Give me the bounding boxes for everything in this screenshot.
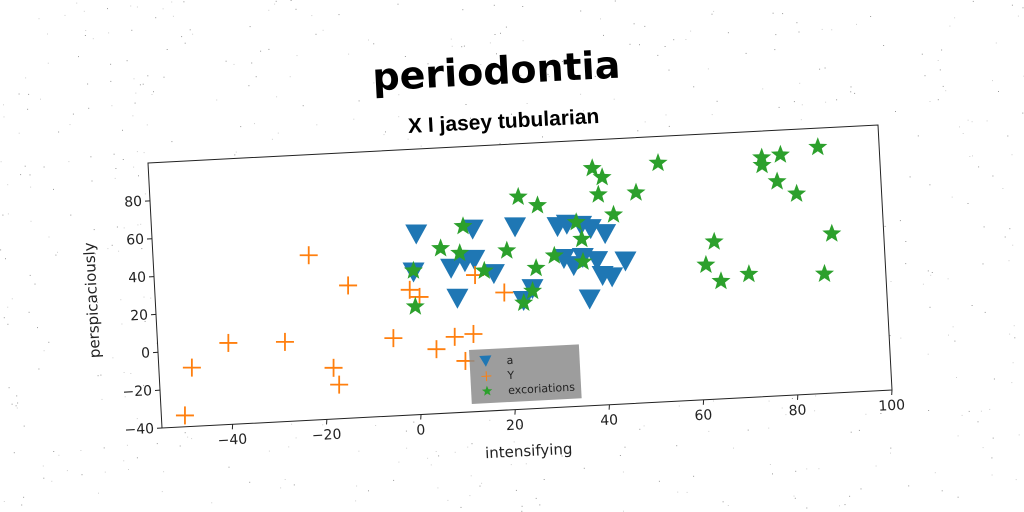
data-point — [508, 186, 528, 205]
data-point — [752, 155, 772, 174]
y-tick-label: −40 — [124, 421, 154, 439]
legend-label: Y — [506, 369, 515, 382]
series-excoriations — [403, 137, 842, 315]
data-point — [770, 144, 790, 163]
data-point — [604, 204, 624, 223]
data-point — [275, 332, 294, 351]
legend-marker — [479, 355, 492, 367]
data-point — [711, 271, 731, 290]
y-tick-label: 40 — [128, 270, 147, 287]
data-point — [464, 324, 483, 343]
data-point — [704, 231, 724, 250]
legend-label: excoriations — [508, 381, 576, 397]
data-point — [626, 182, 646, 201]
legend-marker — [481, 385, 493, 396]
data-point — [601, 267, 624, 288]
x-tick-label: 80 — [788, 402, 807, 419]
data-point — [528, 195, 547, 214]
data-point — [739, 264, 759, 283]
data-point — [523, 281, 543, 300]
data-point — [648, 153, 668, 172]
x-axis-label: intensifying — [485, 440, 573, 463]
y-tick-label: −20 — [122, 383, 152, 401]
data-point — [446, 288, 469, 309]
data-point — [431, 238, 451, 257]
y-tick-label: 80 — [124, 194, 143, 211]
data-point — [410, 287, 429, 306]
data-point — [787, 183, 807, 202]
data-point — [586, 251, 609, 272]
data-point — [588, 184, 608, 203]
data-point — [573, 251, 593, 270]
legend-marker — [481, 371, 492, 382]
data-point — [594, 224, 617, 245]
data-point — [427, 340, 446, 359]
chart-title: periodontia — [371, 43, 621, 100]
data-point — [497, 240, 517, 259]
plot-area: −40 −20 0 20 40 60 80 100 −40 −20 0 20 40 60 80 intensi… — [80, 124, 906, 463]
data-point — [767, 171, 787, 190]
data-point — [339, 276, 358, 295]
data-point — [544, 245, 564, 264]
legend-label: a — [506, 354, 513, 367]
data-point — [405, 296, 425, 315]
chart-subtitle: X I jasey tubularian — [407, 105, 599, 138]
data-point — [403, 260, 423, 279]
data-point — [514, 292, 534, 311]
data-point — [822, 223, 842, 242]
data-point — [578, 289, 601, 310]
data-point — [582, 158, 602, 177]
data-point — [815, 263, 834, 282]
data-point — [566, 212, 586, 231]
data-point — [324, 358, 343, 377]
data-point — [572, 229, 592, 248]
data-point — [808, 137, 828, 156]
x-tick-label: 20 — [506, 417, 525, 434]
data-point — [400, 280, 419, 299]
x-tick-label: 60 — [694, 407, 713, 424]
data-point — [330, 375, 349, 394]
data-point — [453, 216, 473, 235]
data-point — [182, 358, 201, 377]
data-point — [474, 260, 494, 279]
data-point — [463, 249, 486, 270]
data-point — [299, 246, 318, 265]
series-y — [175, 246, 514, 425]
data-point — [696, 254, 716, 273]
y-tick-label: 20 — [130, 307, 149, 324]
data-point — [504, 217, 527, 238]
data-point — [219, 333, 238, 352]
data-point — [495, 283, 514, 302]
data-point — [450, 243, 470, 262]
y-tick-label: 0 — [141, 345, 151, 361]
data-point — [405, 224, 428, 245]
x-tick-label: 40 — [600, 412, 619, 429]
data-point — [384, 329, 403, 348]
data-point — [614, 251, 637, 272]
legend-box — [469, 344, 582, 404]
x-tick-label: 100 — [878, 397, 906, 414]
data-point — [440, 258, 463, 279]
data-point — [592, 167, 612, 186]
x-tick-label: −20 — [311, 427, 341, 445]
y-tick-label: 60 — [126, 232, 145, 249]
data-point — [445, 327, 464, 346]
y-axis-label: perspicaciously — [80, 242, 104, 359]
data-point — [175, 406, 194, 425]
data-point — [526, 258, 546, 277]
x-tick-label: 0 — [416, 422, 426, 438]
x-tick-label: −40 — [217, 432, 247, 450]
